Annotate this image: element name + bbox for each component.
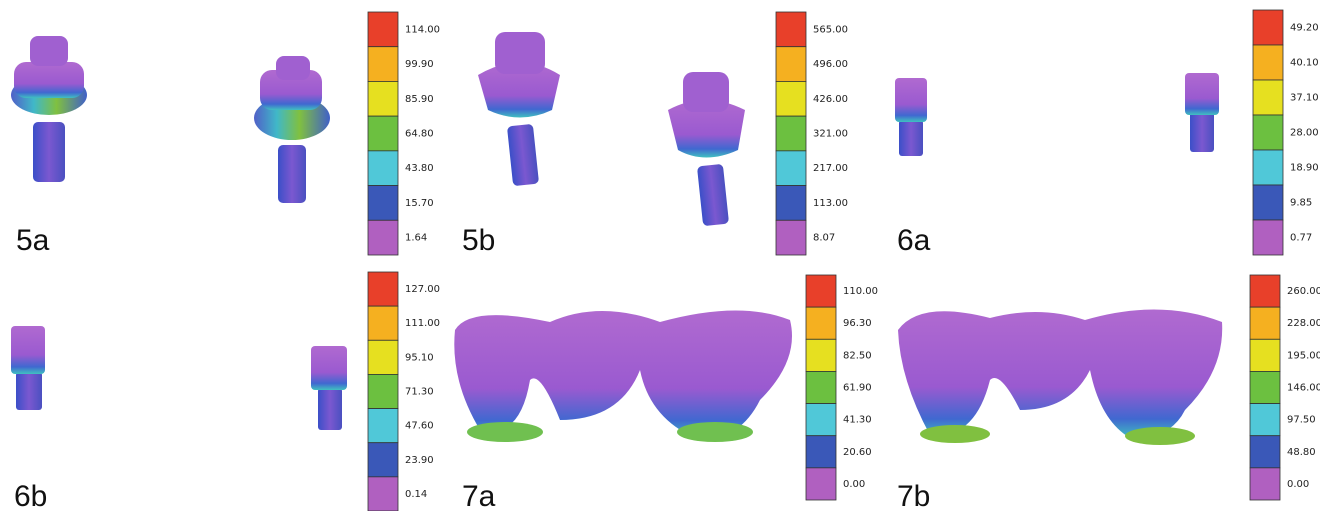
colorbar-segment — [1250, 307, 1280, 339]
colorbar-segment — [368, 47, 398, 82]
colorbar-segment — [776, 47, 806, 82]
colorbar-label: 96.30 — [843, 318, 872, 329]
colorbar-label: 195.00 — [1287, 350, 1320, 361]
colorbar-label: 9.85 — [1290, 198, 1312, 209]
colorbar-segment — [368, 443, 398, 477]
colorbar-label: 565.00 — [813, 24, 848, 35]
colorbar-segment — [368, 220, 398, 255]
colorbar-label: 0.00 — [843, 479, 865, 490]
colorbar-segment — [368, 116, 398, 151]
colorbar-label: 61.90 — [843, 383, 872, 394]
colorbar-label: 0.14 — [405, 489, 427, 500]
colorbar-label: 85.90 — [405, 94, 434, 105]
colorbar-label: 82.50 — [843, 350, 872, 361]
colorbar-label: 95.10 — [405, 352, 434, 363]
colorbar-label: 110.00 — [843, 286, 878, 297]
colorbar-label: 37.10 — [1290, 93, 1319, 104]
colorbar-segment — [368, 477, 398, 511]
colorbar-segment — [1250, 371, 1280, 403]
colorbar-segment — [806, 436, 836, 468]
colorbar-segment — [368, 340, 398, 374]
colorbar-segment — [776, 186, 806, 221]
colorbar-label: 48.80 — [1287, 447, 1316, 458]
specimen-shapes — [11, 32, 1222, 445]
colorbar-label: 18.90 — [1290, 163, 1319, 174]
colorbar-segment — [1250, 339, 1280, 371]
colorbar-label: 23.90 — [405, 455, 434, 466]
colorbar-label: 28.00 — [1290, 128, 1319, 139]
colorbar-segment — [806, 371, 836, 403]
colorbar-segment — [368, 186, 398, 221]
colorbar-label: 40.10 — [1290, 58, 1319, 69]
colorbar-segment — [1253, 10, 1283, 45]
colorbar-segment — [1253, 150, 1283, 185]
panel-label: 5a — [16, 224, 50, 257]
colorbar-label: 71.30 — [405, 387, 434, 398]
colorbar-segment — [1250, 404, 1280, 436]
panel-label: 7b — [897, 480, 930, 511]
colorbar-label: 99.90 — [405, 59, 434, 70]
colorbar-label: 97.50 — [1287, 415, 1316, 426]
colorbar-label: 64.80 — [405, 129, 434, 140]
panel-label: 6a — [897, 224, 931, 257]
colorbar-label: 8.07 — [813, 233, 835, 244]
colorbar-segment — [1250, 436, 1280, 468]
figure: 5a 114.00 99.90 85.90 64.80 43.80 15.70 1.64 5b 5… — [0, 0, 1320, 511]
colorbar-label: 0.00 — [1287, 479, 1309, 490]
colorbar-segment — [806, 339, 836, 371]
colorbar-segment — [1253, 115, 1283, 150]
colorbar-segment — [806, 307, 836, 339]
colorbar-segment — [368, 409, 398, 443]
colorbar-segment — [776, 220, 806, 255]
colorbar-label: 127.00 — [405, 284, 440, 295]
colorbar-segment — [1250, 275, 1280, 307]
colorbar-segment — [776, 116, 806, 151]
colorbar-segment — [368, 12, 398, 47]
colorbar-label: 228.00 — [1287, 318, 1320, 329]
colorbar-label: 217.00 — [813, 163, 848, 174]
colorbar-label: 49.20 — [1290, 23, 1319, 34]
colorbar-segment — [368, 306, 398, 340]
colorbar-label: 47.60 — [405, 421, 434, 432]
colorbar-label: 260.00 — [1287, 286, 1320, 297]
colorbar-segment — [368, 151, 398, 186]
colorbar-label: 20.60 — [843, 447, 872, 458]
colorbar-segment — [776, 151, 806, 186]
colorbar-segment — [806, 275, 836, 307]
colorbar-label: 496.00 — [813, 59, 848, 70]
colorbar-segment — [806, 404, 836, 436]
colorbar-label: 426.00 — [813, 94, 848, 105]
colorbar-label: 0.77 — [1290, 233, 1312, 244]
colorbar-segment — [1253, 45, 1283, 80]
colorbar-segment — [368, 81, 398, 116]
colorbar-segment — [806, 468, 836, 500]
colorbar-label: 1.64 — [405, 233, 427, 244]
panel-label: 6b — [14, 480, 47, 511]
colorbar-label: 321.00 — [813, 129, 848, 140]
colorbar-segment — [1250, 468, 1280, 500]
colorbar-segment — [776, 12, 806, 47]
colorbar-label: 114.00 — [405, 24, 440, 35]
panel-label: 5b — [462, 224, 495, 257]
colorbar-label: 113.00 — [813, 198, 848, 209]
colorbar-segment — [776, 81, 806, 116]
colorbar-segment — [368, 374, 398, 408]
colorbar-label: 43.80 — [405, 163, 434, 174]
panel-label: 7a — [462, 480, 496, 511]
colorbar-label: 41.30 — [843, 415, 872, 426]
colorbar-label: 146.00 — [1287, 383, 1320, 394]
colorbar-segment — [1253, 185, 1283, 220]
colorbar-segment — [1253, 80, 1283, 115]
colorbar-label: 111.00 — [405, 318, 440, 329]
colorbar-segment — [1253, 220, 1283, 255]
colorbar-segment — [368, 272, 398, 306]
colorbar-label: 15.70 — [405, 198, 434, 209]
